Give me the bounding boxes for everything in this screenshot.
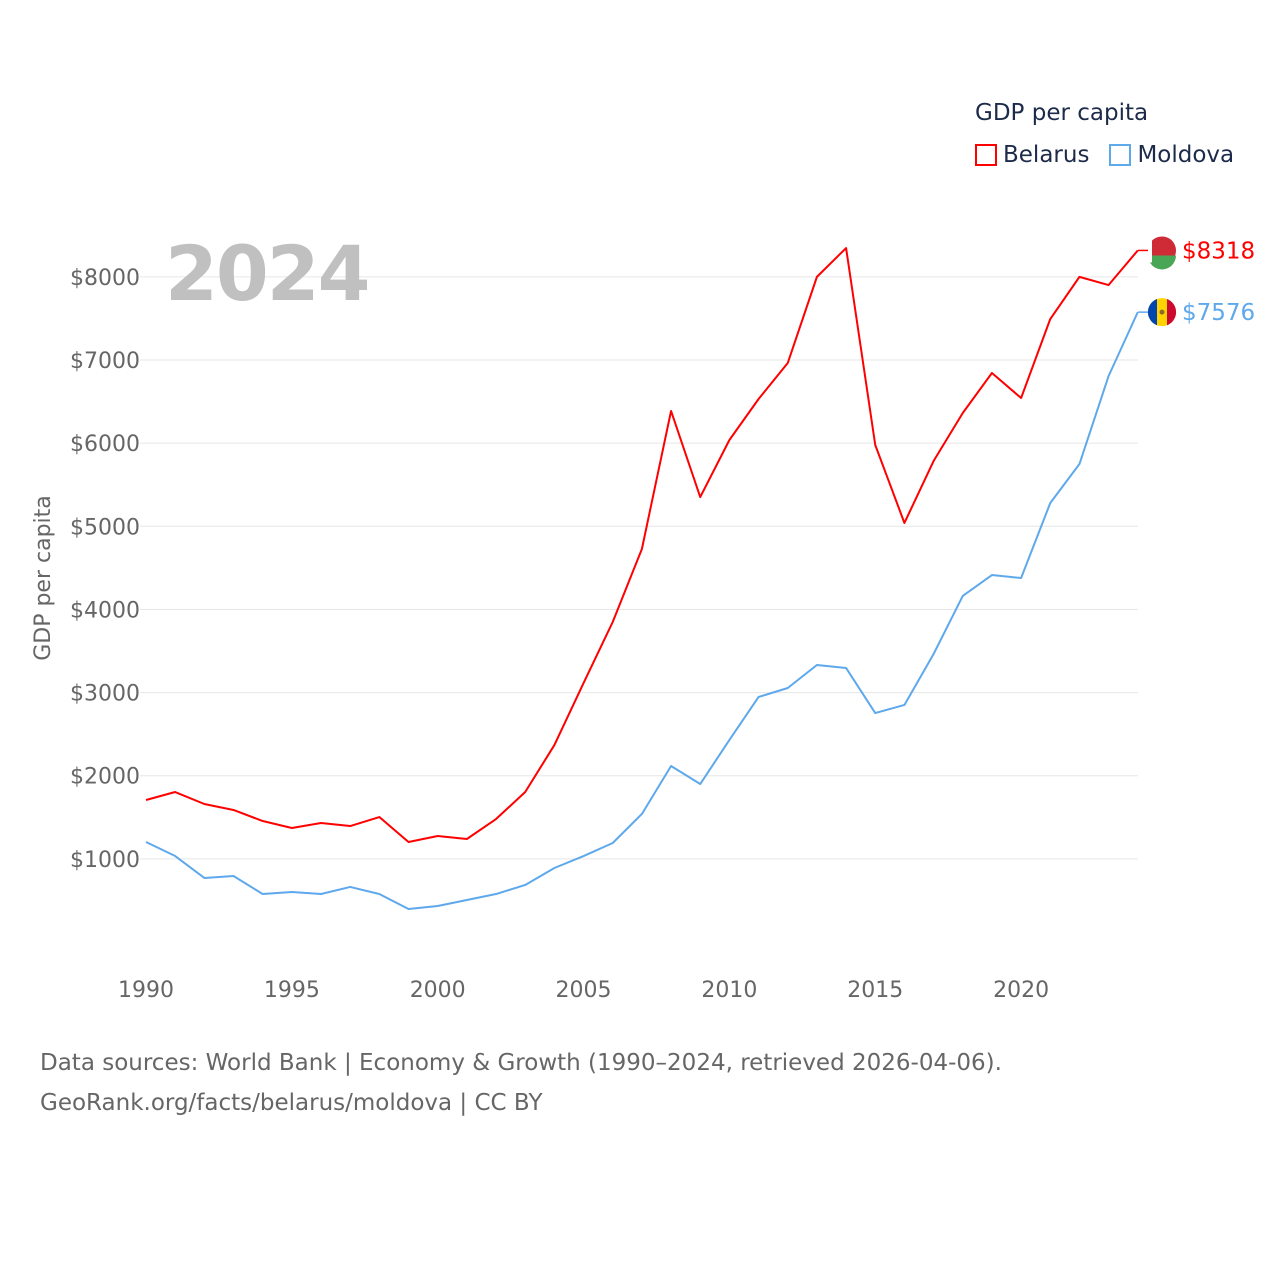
belarus-flag-green xyxy=(1148,255,1176,270)
year-watermark: 2024 xyxy=(165,229,369,318)
x-tick-label: 1995 xyxy=(264,978,320,1003)
y-tick-label: $7000 xyxy=(70,349,140,374)
moldova-flag-red xyxy=(1167,299,1177,326)
legend-label-moldova: Moldova xyxy=(1137,142,1235,168)
series-line-belarus xyxy=(145,247,1139,843)
end-value-label-belarus: $8318 xyxy=(1182,238,1255,264)
y-tick-label: $4000 xyxy=(70,598,140,623)
x-tick-label: 2000 xyxy=(410,978,466,1003)
y-axis-label: GDP per capita xyxy=(31,495,56,661)
y-tick-label: $3000 xyxy=(70,682,140,707)
x-tick-label: 2020 xyxy=(993,978,1049,1003)
legend-label-belarus: Belarus xyxy=(1003,142,1090,168)
legend-item-moldova[interactable]: Moldova xyxy=(1109,142,1234,168)
legend-title: GDP per capita xyxy=(975,100,1149,126)
source-line-2[interactable]: GeoRank.org/facts/belarus/moldova | CC B… xyxy=(40,1090,543,1116)
legend: Belarus Moldova xyxy=(975,142,1234,168)
legend-item-belarus[interactable]: Belarus xyxy=(975,142,1089,168)
belarus-flag-ornament xyxy=(1148,238,1152,263)
legend-swatch-belarus xyxy=(975,144,997,166)
x-tick-label: 1990 xyxy=(118,978,174,1003)
series-line-moldova xyxy=(145,311,1139,910)
x-tick-label: 2015 xyxy=(847,978,903,1003)
x-tick-label: 2005 xyxy=(556,978,612,1003)
legend-swatch-moldova xyxy=(1109,144,1132,166)
source-line-1: Data sources: World Bank | Economy & Gro… xyxy=(40,1050,1002,1076)
end-value-label-moldova: $7576 xyxy=(1182,300,1255,326)
y-tick-label: $5000 xyxy=(70,515,140,540)
y-tick-label: $6000 xyxy=(70,432,140,457)
source-note: Data sources: World Bank | Economy & Gro… xyxy=(40,1043,1002,1123)
x-tick-label: 2010 xyxy=(701,978,757,1003)
moldova-flag-emblem xyxy=(1159,309,1165,315)
moldova-flag-blue xyxy=(1147,299,1157,326)
y-tick-label: $8000 xyxy=(70,266,140,291)
y-tick-label: $2000 xyxy=(70,765,140,790)
y-tick-label: $1000 xyxy=(70,848,140,873)
